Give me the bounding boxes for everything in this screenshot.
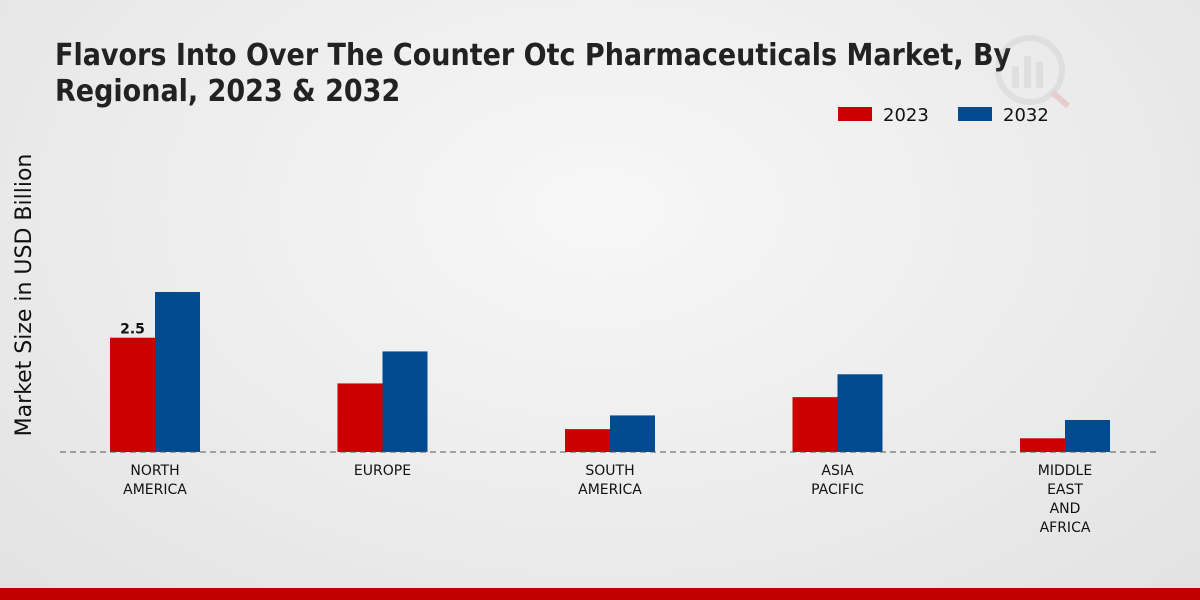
legend-label-2023: 2023 bbox=[883, 105, 929, 126]
bar-2023-0 bbox=[110, 337, 155, 452]
bar-2032-3 bbox=[837, 374, 883, 452]
bar-2023-2 bbox=[565, 429, 610, 452]
legend-label-2032: 2032 bbox=[1003, 105, 1049, 126]
bar-2032-4 bbox=[1065, 420, 1110, 452]
bar-2032-2 bbox=[610, 415, 655, 452]
y-axis-label: Market Size in USD Billion bbox=[12, 154, 37, 437]
legend: 2023 2032 bbox=[838, 105, 1049, 126]
x-tick-label: ASIA PACIFIC bbox=[811, 463, 864, 498]
watermark-logo-icon bbox=[995, 35, 1070, 109]
chart-title: Flavors Into Over The Counter Otc Pharma… bbox=[55, 38, 1012, 109]
x-tick-label: NORTH AMERICA bbox=[123, 463, 187, 498]
legend-swatch-2032 bbox=[958, 107, 992, 121]
data-label: 2.5 bbox=[120, 322, 145, 338]
legend-swatch-2023 bbox=[838, 107, 872, 121]
bar-2023-1 bbox=[337, 383, 383, 452]
x-tick-label: MIDDLE EAST AND AFRICA bbox=[1038, 463, 1092, 536]
x-tick-label: SOUTH AMERICA bbox=[578, 463, 642, 498]
bottom-accent-bar bbox=[0, 588, 1200, 600]
x-tick-label: EUROPE bbox=[354, 463, 411, 479]
bar-2032-1 bbox=[382, 351, 428, 452]
bar-2032-0 bbox=[155, 292, 200, 452]
bar-2023-4 bbox=[1020, 438, 1065, 452]
bar-2023-3 bbox=[792, 397, 838, 452]
